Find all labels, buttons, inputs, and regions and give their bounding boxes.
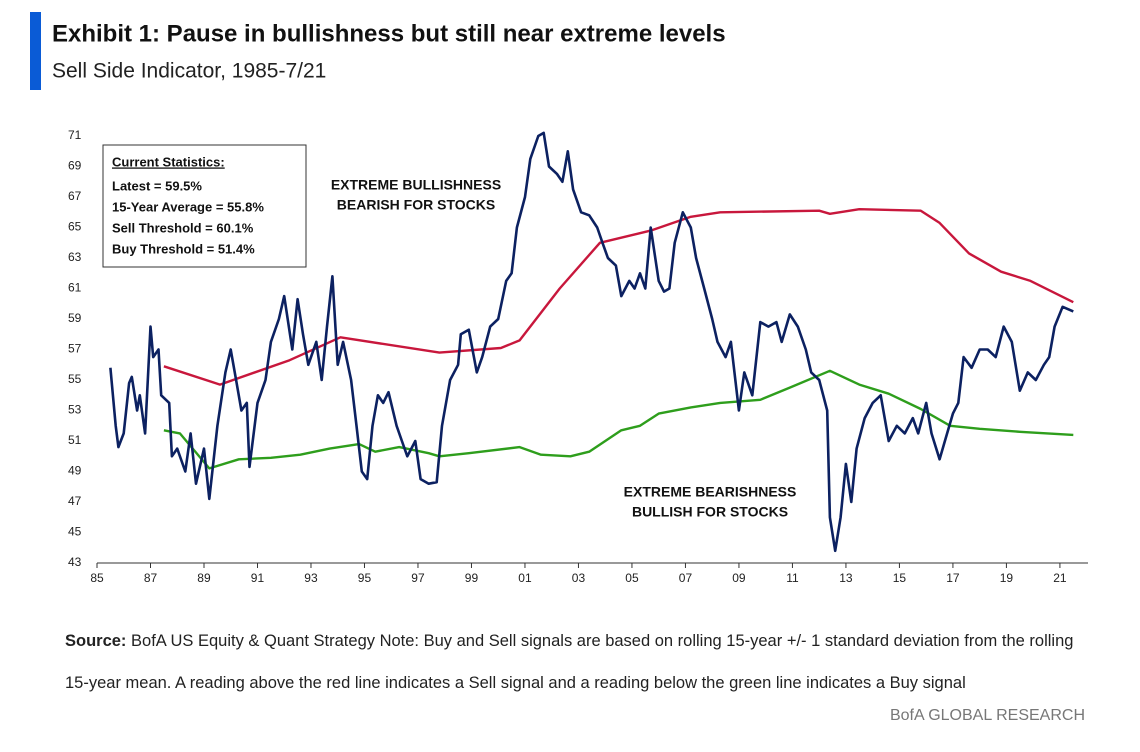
annotation: EXTREME BULLISHNESS [331,177,501,193]
x-tick-label: 19 [1000,571,1014,585]
x-tick-label: 89 [197,571,211,585]
x-tick-label: 05 [625,571,639,585]
x-tick-label: 03 [572,571,586,585]
title-accent [30,12,41,90]
footer: BofA GLOBAL RESEARCH [890,707,1085,724]
y-tick-label: 67 [68,189,82,203]
stat-line: Sell Threshold = 60.1% [112,220,254,235]
x-tick-label: 93 [304,571,318,585]
x-tick-label: 09 [732,571,746,585]
source-label: Source: [65,632,127,650]
y-tick-label: 49 [68,464,82,478]
x-tick-label: 97 [411,571,425,585]
y-tick-label: 65 [68,220,82,234]
annotation: EXTREME BEARISHNESS [624,484,797,500]
stat-line: Latest = 59.5% [112,178,202,193]
x-tick-label: 91 [251,571,265,585]
y-tick-label: 71 [68,128,82,142]
annotation: BULLISH FOR STOCKS [632,504,788,520]
stat-line: Buy Threshold = 51.4% [112,241,255,256]
annotation: BEARISH FOR STOCKS [337,197,495,213]
stats-box [102,144,307,268]
x-tick-label: 07 [679,571,693,585]
y-tick-label: 53 [68,403,82,417]
y-tick-label: 43 [68,555,82,569]
x-tick-label: 11 [786,571,799,585]
x-tick-label: 01 [518,571,532,585]
chart-title: Exhibit 1: Pause in bullishness but stil… [52,20,726,47]
y-tick-label: 69 [68,159,82,173]
x-tick-label: 13 [839,571,853,585]
source-text: BofA US Equity & Quant Strategy Note: Bu… [65,632,1074,692]
x-tick-label: 87 [144,571,158,585]
y-tick-label: 61 [68,281,82,295]
series-line [163,208,1074,386]
stats-title: Current Statistics: [112,154,225,169]
x-tick-label: 85 [90,571,104,585]
source-note: Source: BofA US Equity & Quant Strategy … [65,620,1075,704]
series-line [109,131,1074,553]
y-tick-label: 45 [68,525,82,539]
x-tick-label: 99 [465,571,479,585]
y-tick-label: 55 [68,372,82,386]
y-tick-label: 57 [68,342,82,356]
x-tick-label: 95 [358,571,372,585]
x-tick-label: 15 [893,571,907,585]
y-tick-label: 63 [68,250,82,264]
y-tick-label: 59 [68,311,82,325]
stat-line: 15-Year Average = 55.8% [112,199,264,214]
x-tick-label: 21 [1053,571,1067,585]
series-line [163,369,1074,470]
x-tick-label: 17 [946,571,960,585]
chart-subtitle: Sell Side Indicator, 1985-7/21 [52,60,326,83]
y-tick-label: 51 [68,433,82,447]
y-tick-label: 47 [68,494,82,508]
